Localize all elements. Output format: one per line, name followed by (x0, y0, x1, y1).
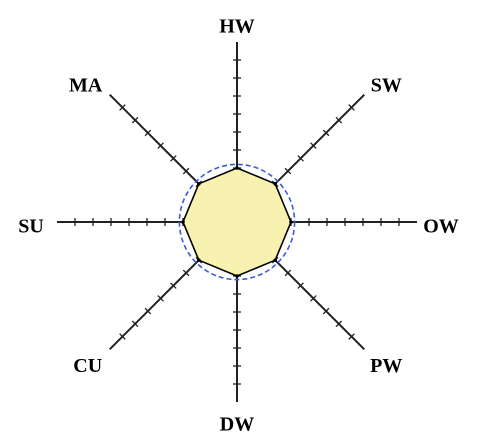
axis-tick-pw (335, 320, 343, 328)
axis-tick-ma (157, 142, 164, 149)
axis-tick-pw (310, 295, 317, 302)
axis-tick-ma (131, 116, 139, 124)
axis-tick-cu (131, 320, 139, 328)
data-point-cu (197, 258, 201, 262)
data-point-sw (273, 182, 277, 186)
axis-tick-cu (119, 333, 126, 340)
axis-tick-sw (310, 142, 317, 149)
axis-tick-cu (182, 269, 190, 277)
data-area-layer (178, 163, 296, 281)
axis-tick-cu (157, 295, 164, 302)
axis-tick-sw (297, 155, 304, 162)
data-point-su (181, 220, 185, 224)
axis-label-dw: DW (220, 414, 254, 436)
axis-label-cu: CU (73, 355, 102, 377)
data-point-ma (197, 182, 201, 186)
axis-label-ow: OW (423, 216, 459, 238)
data-point-dw (235, 274, 239, 278)
axis-tick-pw (284, 269, 292, 277)
axis-tick-pw (297, 282, 304, 289)
data-point-hw (235, 166, 239, 170)
axis-tick-sw (348, 104, 355, 111)
axis-tick-ma (170, 155, 177, 162)
axis-tick-ma (119, 104, 126, 111)
axis-tick-pw (322, 307, 330, 315)
data-point-pw (273, 258, 277, 262)
axis-label-pw: PW (370, 355, 402, 377)
axis-tick-ma (182, 167, 190, 175)
axis-tick-sw (335, 116, 343, 124)
axis-tick-pw (348, 333, 355, 340)
axis-tick-cu (170, 282, 177, 289)
axis-label-hw: HW (219, 16, 255, 38)
axis-tick-ma (144, 129, 152, 137)
axis-label-sw: SW (371, 74, 402, 96)
axis-label-layer: HW SW OW PW DW CU SU MA (18, 16, 459, 436)
axis-label-ma: MA (69, 74, 103, 96)
axis-label-su: SU (18, 216, 44, 238)
reference-circle (178, 163, 296, 281)
data-point-ow (289, 220, 293, 224)
axis-tick-sw (322, 129, 330, 137)
axis-tick-sw (284, 167, 292, 175)
axis-tick-cu (144, 307, 152, 315)
